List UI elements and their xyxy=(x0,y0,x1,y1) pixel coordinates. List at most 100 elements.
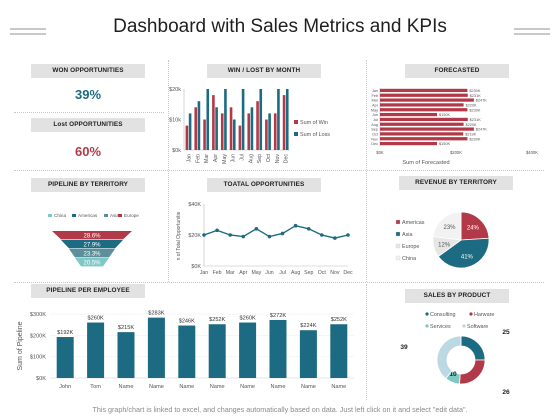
totalopp-xtick: Sep xyxy=(304,270,313,276)
pipeline-ylabel: Sum of Pipeline xyxy=(17,321,24,370)
forecast-category-label: Oct xyxy=(372,133,379,137)
totalopp-ytick: $40K xyxy=(188,202,201,208)
totalopp-point xyxy=(202,233,206,237)
forecast-value-label: $247K xyxy=(476,99,487,103)
winloss-bar xyxy=(273,113,277,150)
winloss-xtick: Jan xyxy=(186,154,192,162)
page-title: Dashboard with Sales Metrics and KPIs xyxy=(113,16,447,37)
totalopp-point xyxy=(228,233,232,237)
forecast-bar xyxy=(380,93,468,97)
sales-legend-swatch xyxy=(469,312,473,316)
winloss-bar xyxy=(224,89,227,150)
funnel-legend-label: Americas xyxy=(78,213,98,218)
sales-donut-value-label: 25 xyxy=(502,329,510,336)
won-opportunities-value: 39% xyxy=(74,87,102,102)
funnel-legend-label: Asia xyxy=(110,213,119,218)
totalopp-xtick: Nov xyxy=(330,270,340,276)
forecast-bar xyxy=(380,108,468,112)
forecast-value-label: $220K xyxy=(466,123,477,127)
winloss-bar xyxy=(241,89,245,150)
totalopp-point xyxy=(241,234,246,239)
winloss-ytick: $10k xyxy=(169,118,181,124)
pipeline-value-label: $283K xyxy=(148,311,164,317)
winloss-bar xyxy=(250,107,254,150)
totalopp-point xyxy=(306,227,311,231)
pipeline-value-label: $260K xyxy=(88,316,104,322)
totalopp-ylabel: n of Total Opportunitie xyxy=(176,211,182,260)
funnel-segment xyxy=(61,240,123,249)
winloss-bar xyxy=(220,113,224,150)
forecast-bar xyxy=(380,117,468,122)
pipeline-bar xyxy=(87,322,105,378)
title-decoration-left xyxy=(10,28,46,30)
pipeline-value-label: $260K xyxy=(240,316,256,322)
winloss-bar xyxy=(185,125,189,150)
winloss-bar xyxy=(206,89,210,150)
forecast-category-label: Feb xyxy=(371,94,378,98)
revenue-legend-label: Europe xyxy=(402,244,419,250)
forecast-category-label: Nov xyxy=(371,137,378,141)
revenue-legend-label: China xyxy=(402,256,416,262)
footer-note: This graph/chart is linked to excel, and… xyxy=(92,405,468,414)
forecast-category-label: Dec xyxy=(371,142,378,146)
forecast-xlabel: Sum of Forecasted xyxy=(402,160,449,166)
totalopp-xtick: May xyxy=(251,270,261,276)
win-lost-header: WIN / LOST BY MONTH xyxy=(207,64,321,78)
forecast-value-label: $247K xyxy=(476,128,487,132)
totalopp-point xyxy=(267,234,272,239)
pipeline-territory-header: PIPELINE BY TERRITORY xyxy=(31,178,145,192)
forecasted-header: FORECASTED xyxy=(405,64,509,78)
pipeline-ytick: $0K xyxy=(36,376,46,382)
forecast-category-label: Jun xyxy=(372,113,378,117)
winloss-xtick: Jun xyxy=(231,154,237,162)
revenue-legend-label: Americas xyxy=(402,220,425,226)
funnel-legend-label: China xyxy=(54,213,66,218)
pipeline-xtick: Name xyxy=(240,384,255,390)
winloss-bar xyxy=(203,119,206,150)
winloss-xtick: Apr xyxy=(213,154,219,162)
pipeline-bar xyxy=(56,337,74,378)
funnel-legend-swatch xyxy=(72,214,76,217)
sales-legend-swatch xyxy=(462,324,466,328)
winloss-bar xyxy=(265,119,268,150)
forecast-bar xyxy=(380,112,437,117)
revenue-territory-header: REVENUE BY TERRITORY xyxy=(399,176,513,190)
forecast-xtick: $400K xyxy=(526,150,538,155)
sales-legend-label: Harware xyxy=(474,312,494,318)
winloss-xtick: Mar xyxy=(204,154,210,163)
forecast-bar xyxy=(380,98,474,102)
pipeline-bar xyxy=(330,324,348,378)
winloss-bar xyxy=(259,89,263,150)
forecast-category-label: Sep xyxy=(371,128,378,132)
row-separator-2 xyxy=(14,282,544,283)
winloss-bar xyxy=(247,113,251,150)
forecast-xtick: $200K xyxy=(450,150,462,155)
row-separator-1 xyxy=(14,170,544,171)
revenue-legend-swatch xyxy=(395,243,401,249)
pipeline-bar xyxy=(208,324,226,378)
forecast-bar xyxy=(380,103,464,107)
totalopp-xtick: Dec xyxy=(343,270,353,276)
revenue-pie-slice xyxy=(432,211,462,241)
column-separator-2 xyxy=(366,60,367,282)
winloss-xtick: Nov xyxy=(275,154,281,164)
column-separator-1 xyxy=(168,60,169,282)
winloss-bar xyxy=(215,107,218,150)
funnel-value-label: 28.6% xyxy=(83,234,101,240)
totalopp-xtick: Apr xyxy=(239,270,247,276)
winloss-xtick: Feb xyxy=(195,154,201,163)
winloss-legend-swatch xyxy=(294,120,298,124)
forecast-value-label: $230K xyxy=(469,108,480,112)
pipeline-xtick: Name xyxy=(271,384,286,390)
forecast-bar xyxy=(380,137,468,141)
forecast-category-label: Aug xyxy=(371,123,378,127)
funnel-segment xyxy=(69,249,115,258)
sales-donut-value-label: 26 xyxy=(502,389,510,396)
forecast-value-label: $230K xyxy=(469,89,480,93)
totalopp-point xyxy=(346,233,350,237)
winloss-bar xyxy=(238,125,242,150)
winloss-bar xyxy=(277,89,280,150)
revenue-legend-swatch xyxy=(395,255,401,261)
forecast-bar xyxy=(380,127,474,131)
